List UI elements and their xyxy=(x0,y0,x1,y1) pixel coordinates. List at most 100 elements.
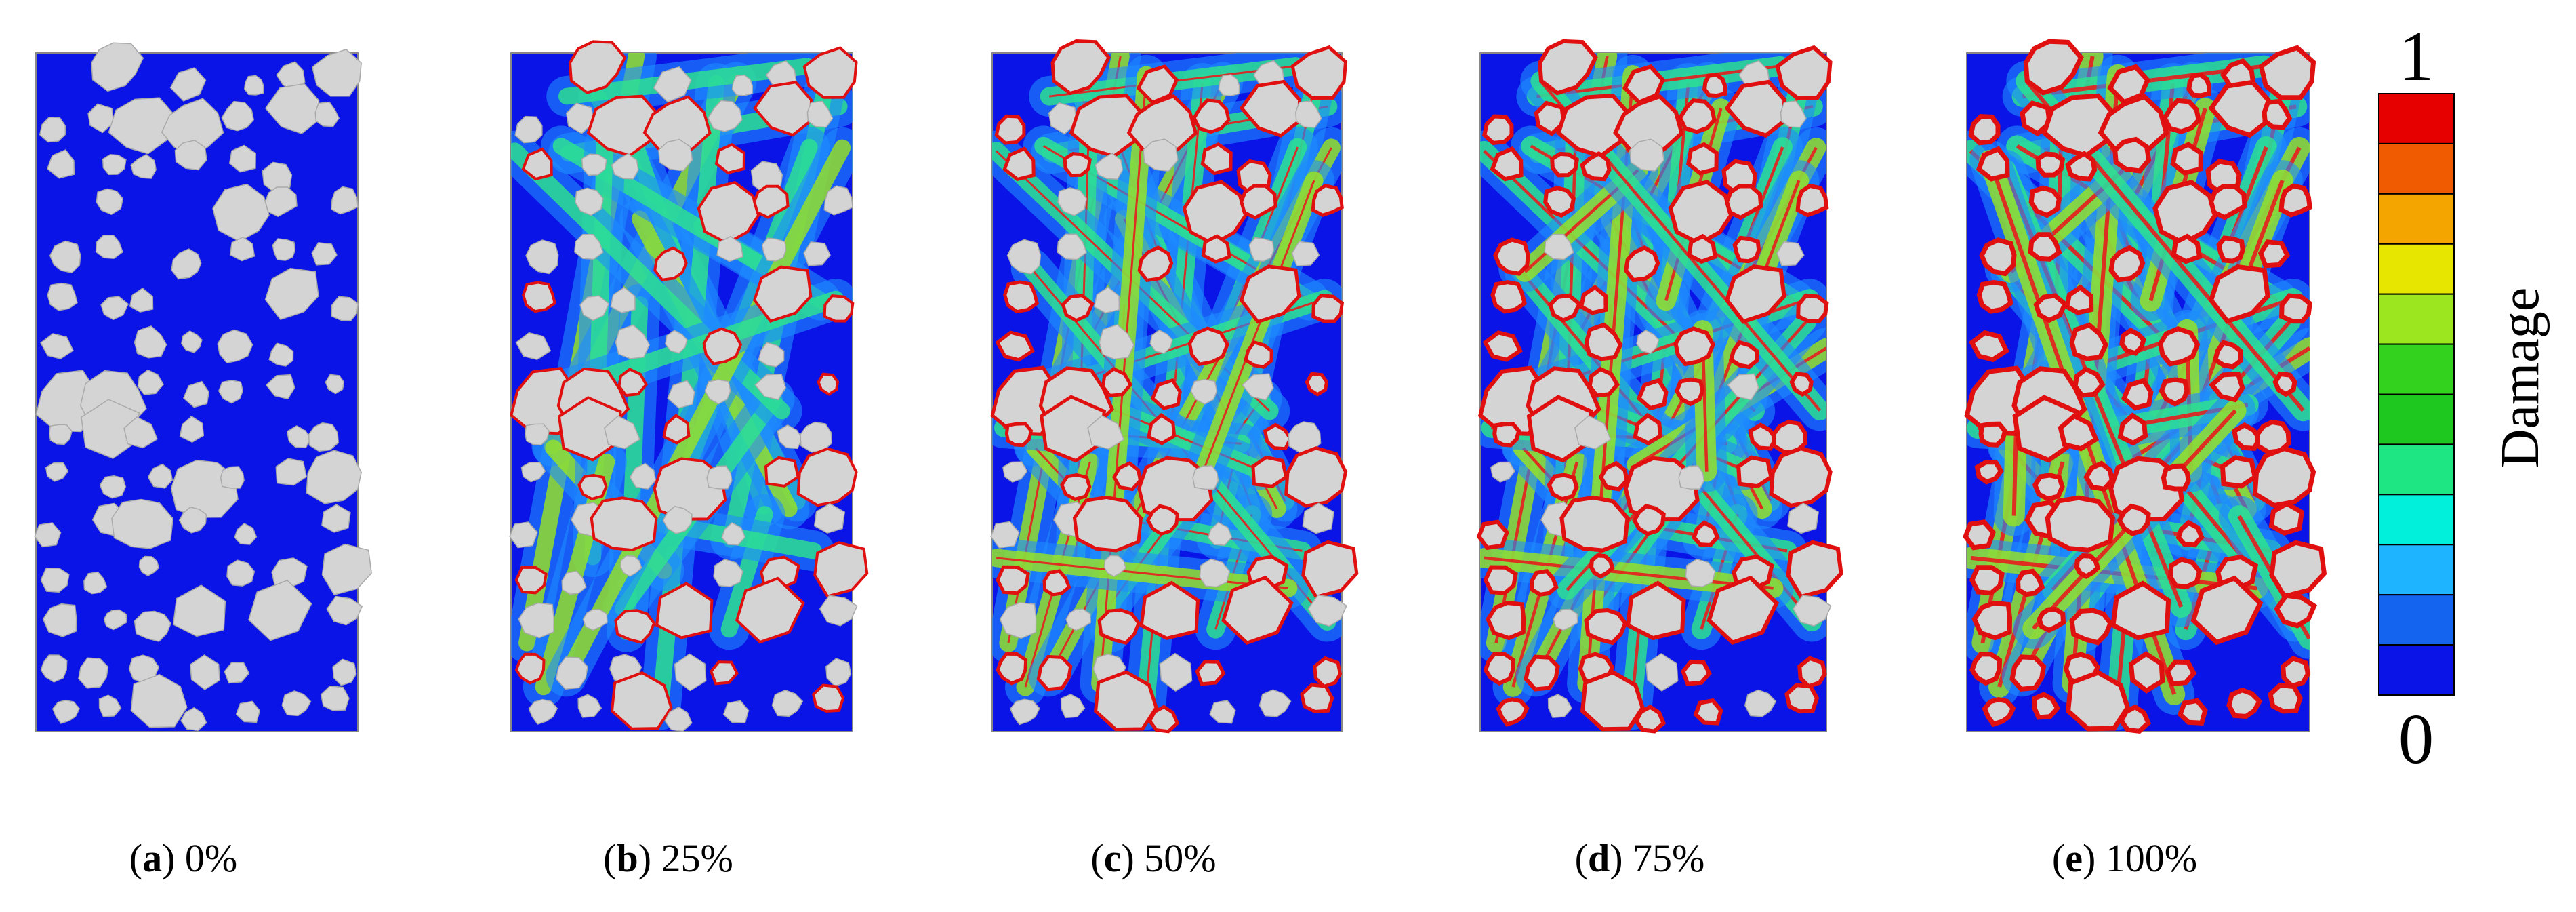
aggregate xyxy=(1795,183,1829,218)
colorbar-band xyxy=(2378,393,2455,445)
aggregate xyxy=(2037,607,2066,633)
aggregate xyxy=(1633,705,1667,734)
aggregate xyxy=(308,422,339,452)
aggregate xyxy=(1482,330,1523,362)
aggregate xyxy=(1976,146,2010,182)
colorbar-band xyxy=(2378,644,2455,696)
aggregate xyxy=(95,235,123,259)
aggregate xyxy=(1968,114,2001,146)
aggregate xyxy=(40,568,70,593)
aggregate xyxy=(994,114,1026,145)
aggregate xyxy=(1209,700,1236,724)
aggregate xyxy=(1587,366,1620,398)
aggregate xyxy=(212,183,270,242)
aggregate xyxy=(332,658,357,686)
aggregate xyxy=(528,698,558,725)
aggregate xyxy=(1290,45,1348,100)
caption-part: ( xyxy=(2052,836,2065,880)
aggregate xyxy=(817,372,840,396)
aggregate xyxy=(306,450,362,504)
aggregate xyxy=(137,369,164,395)
colorbar-band xyxy=(2378,544,2455,596)
aggregate xyxy=(771,689,804,717)
aggregate xyxy=(1971,600,2013,641)
aggregate xyxy=(40,654,68,683)
aggregate xyxy=(2190,575,2264,646)
aggregate xyxy=(515,332,552,361)
aggregate xyxy=(1200,142,1233,176)
aggregate xyxy=(172,584,226,637)
aggregate xyxy=(665,330,688,354)
aggregate xyxy=(2072,366,2106,398)
aggregate xyxy=(604,415,640,450)
aggregate xyxy=(229,236,255,262)
aggregate xyxy=(2065,151,2098,182)
aggregate xyxy=(704,379,731,405)
aggregate xyxy=(1057,187,1088,216)
aggregate xyxy=(667,380,695,409)
aggregate xyxy=(577,694,602,718)
caption-part: ) 100% xyxy=(2083,836,2197,880)
aggregate xyxy=(111,498,173,549)
aggregate xyxy=(2112,136,2152,174)
aggregate xyxy=(331,296,359,321)
aggregate xyxy=(1553,608,1578,631)
aggregate xyxy=(1550,151,1580,178)
aggregate xyxy=(1673,326,1716,367)
crack xyxy=(1484,556,1774,590)
aggregate xyxy=(49,240,81,273)
aggregate xyxy=(1702,73,1727,98)
aggregate xyxy=(1143,138,1179,172)
aggregate xyxy=(610,671,673,730)
aggregate xyxy=(2035,151,2066,178)
aggregate xyxy=(802,46,858,99)
aggregate xyxy=(1789,372,1814,397)
aggregate xyxy=(813,502,846,534)
aggregate xyxy=(2171,233,2203,264)
aggregate xyxy=(1099,323,1134,360)
aggregate xyxy=(758,342,785,368)
crack xyxy=(996,557,1289,589)
aggregate xyxy=(220,466,245,489)
aggregate xyxy=(1969,565,2005,595)
aggregate xyxy=(1784,683,1820,714)
aggregate xyxy=(1524,654,1560,692)
aggregate xyxy=(1147,413,1177,445)
aggregate xyxy=(2152,180,2218,246)
aggregate xyxy=(268,342,294,367)
aggregate xyxy=(2262,98,2293,130)
aggregate xyxy=(1668,180,1734,246)
aggregate xyxy=(819,595,858,627)
aggregate xyxy=(714,143,746,175)
aggregate xyxy=(1687,233,1718,264)
aggregate xyxy=(753,81,813,137)
aggregate xyxy=(662,505,693,534)
aggregate xyxy=(42,603,77,637)
colorbar-band xyxy=(2378,494,2455,546)
damage-panel xyxy=(34,42,372,732)
colorbar-band xyxy=(2378,293,2455,345)
aggregate xyxy=(2117,412,2148,446)
aggregate xyxy=(281,690,312,717)
aggregate xyxy=(39,117,66,143)
aggregate xyxy=(615,324,651,359)
colorbar-min: 0 xyxy=(2398,699,2434,778)
aggregate xyxy=(1584,608,1628,646)
aggregate xyxy=(180,707,207,731)
aggregate xyxy=(1979,237,2017,277)
colorbar-band xyxy=(2378,142,2455,195)
caption-part: ( xyxy=(1090,836,1103,880)
aggregate xyxy=(2216,235,2245,264)
aggregate xyxy=(217,329,253,364)
aggregate xyxy=(103,609,127,631)
aggregate xyxy=(1291,241,1320,266)
aggregate xyxy=(1969,330,2009,363)
aggregate xyxy=(1145,504,1180,536)
aggregate xyxy=(522,281,556,313)
aggregate xyxy=(226,559,255,587)
aggregate xyxy=(1574,415,1612,450)
aggregate xyxy=(1137,245,1174,282)
aggregate xyxy=(555,656,588,690)
aggregate xyxy=(1496,697,1530,727)
aggregate xyxy=(123,416,158,449)
